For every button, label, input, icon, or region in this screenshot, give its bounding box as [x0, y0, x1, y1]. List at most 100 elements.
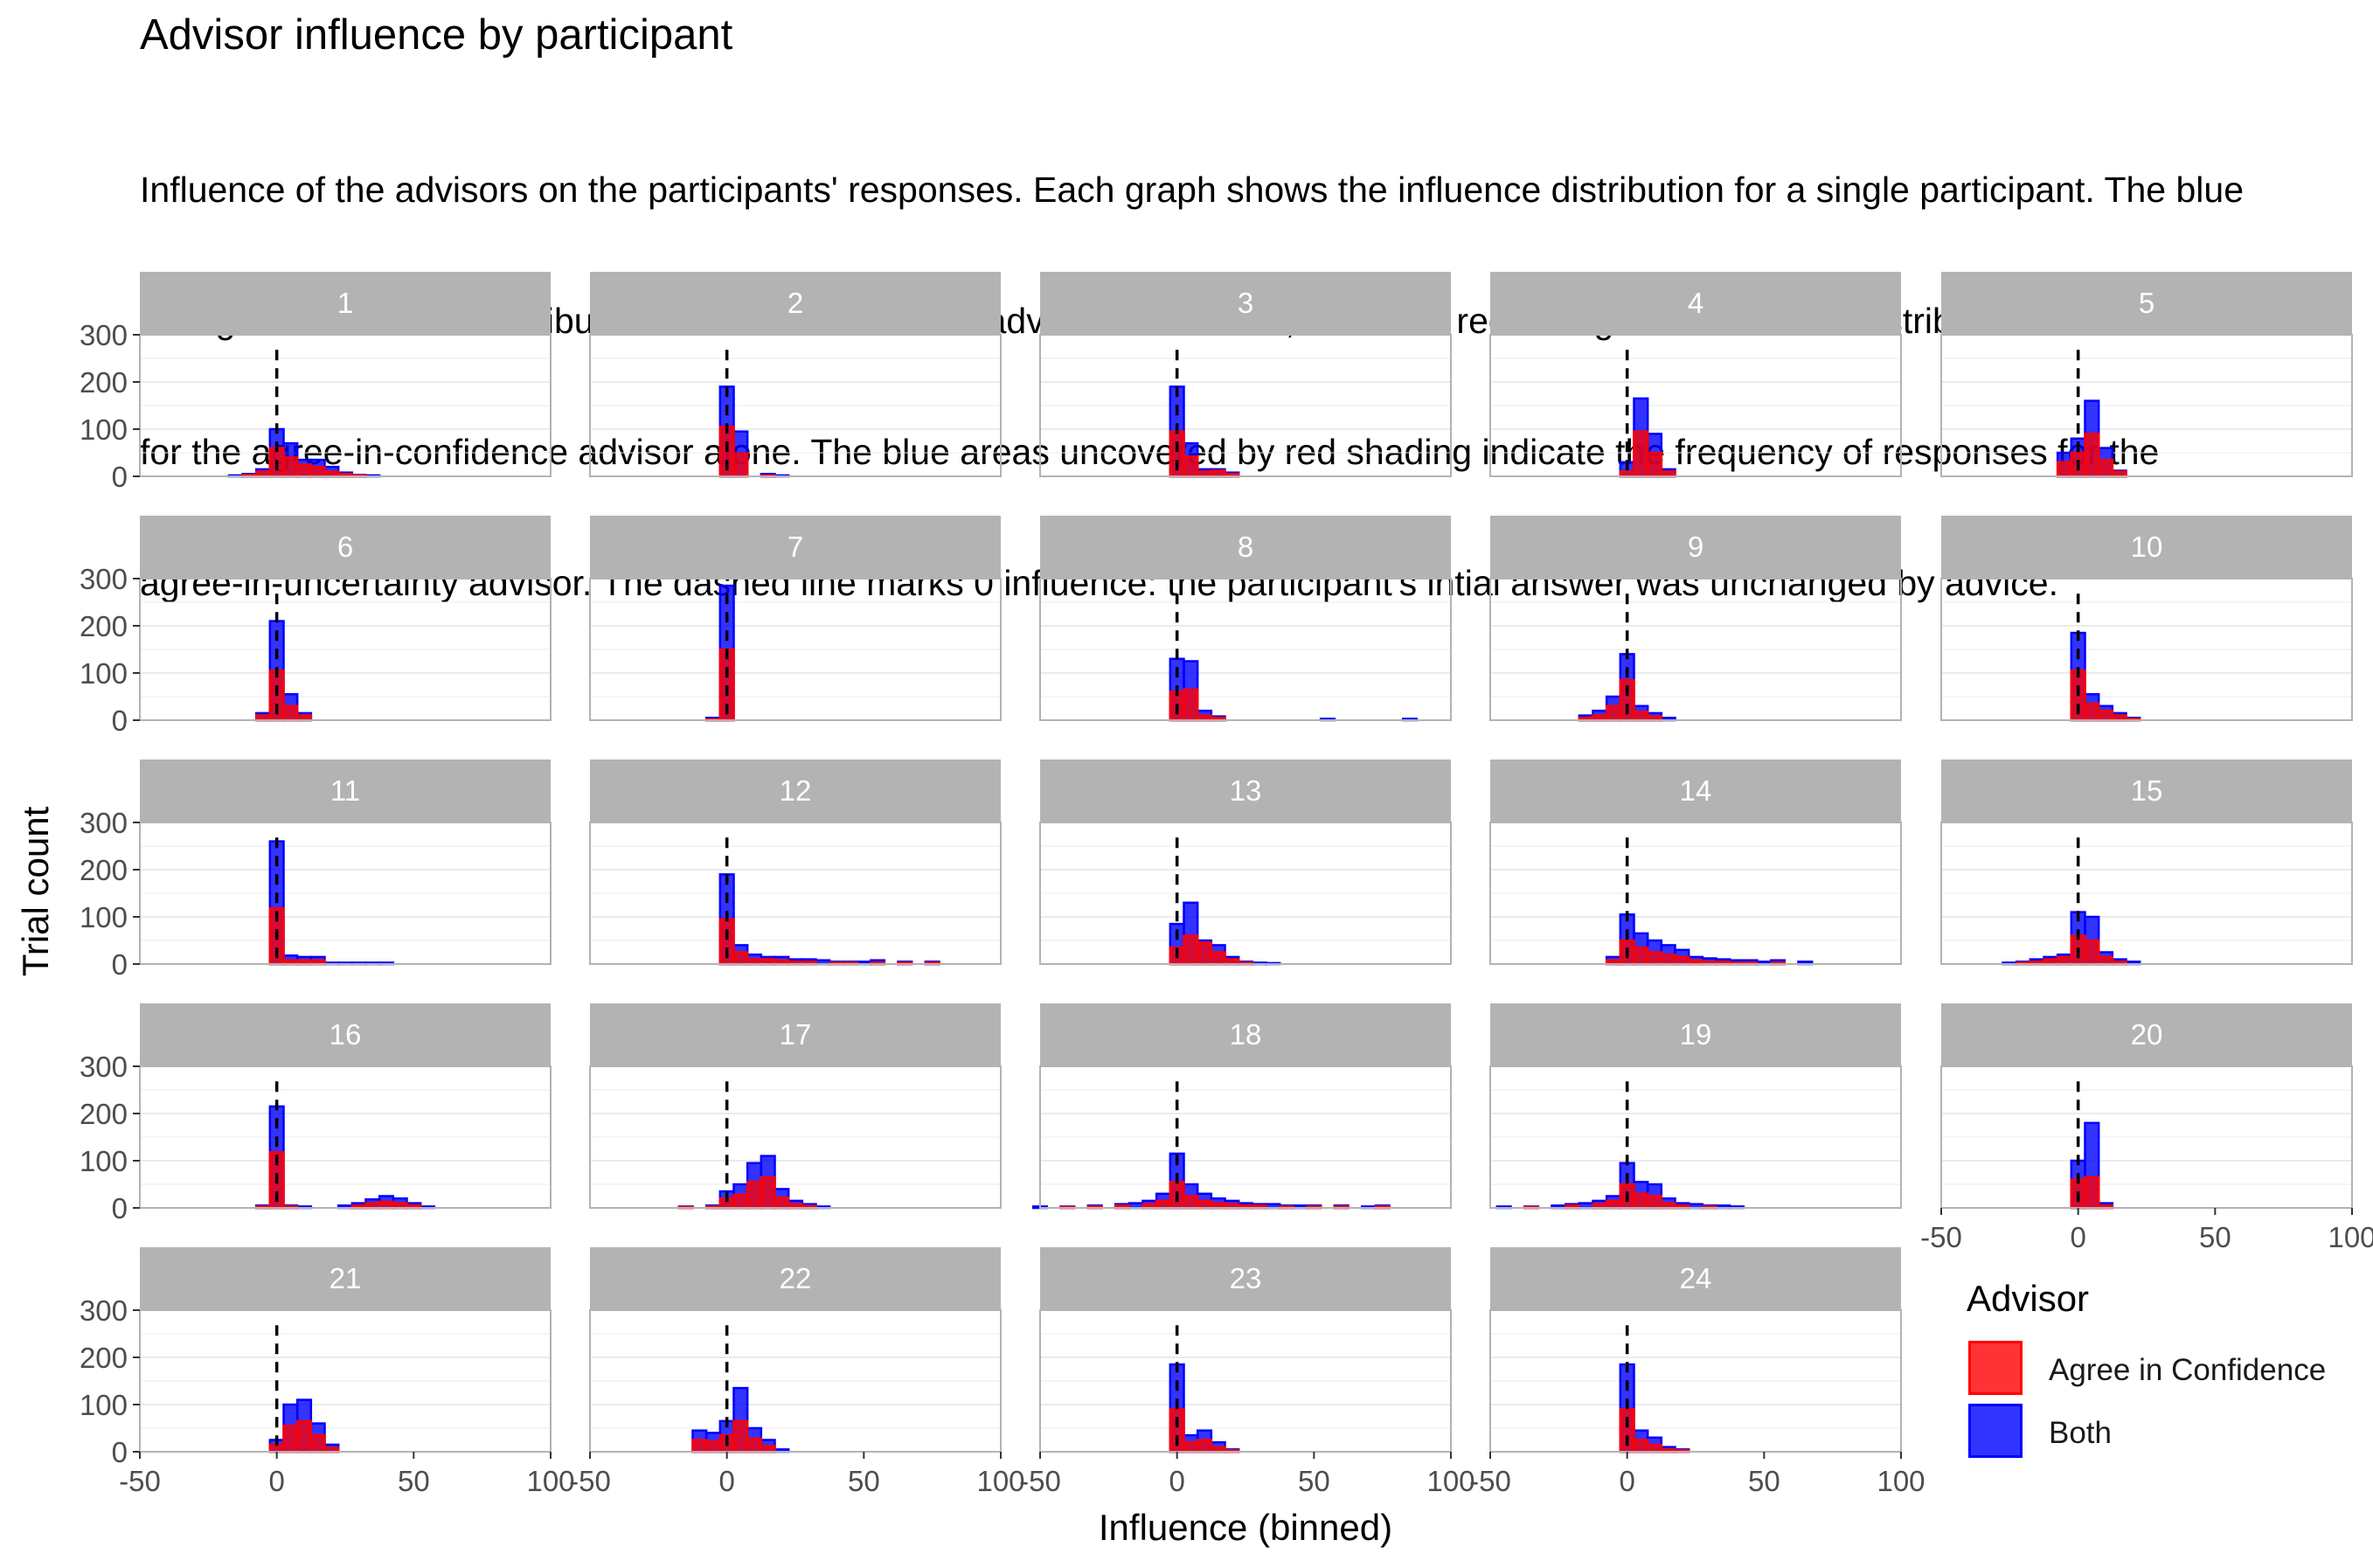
bar-agree-in-confidence	[1646, 951, 1663, 966]
facet-strip	[1941, 760, 2352, 822]
facet-panel-18: 18	[1031, 1003, 1452, 1210]
panel-border	[1039, 1309, 1452, 1453]
facet-panel-5: 5	[1940, 272, 2353, 478]
panel-border	[1940, 822, 2353, 965]
panel-border	[1489, 334, 1902, 477]
facet-panel-12: 12	[589, 760, 1002, 966]
panel-border	[1489, 1309, 1902, 1453]
facet-strip	[1040, 516, 1451, 579]
facet-strip	[140, 1003, 551, 1066]
legend-label-both: Both	[2049, 1416, 2112, 1450]
bar-agree-in-confidence	[282, 704, 299, 722]
subtitle-line: for the agree-in-confidence advisor alon…	[140, 432, 2160, 472]
facet-panel-9: 9	[1489, 516, 1902, 722]
panel-border	[1039, 1065, 1452, 1209]
facet-strip	[1040, 1003, 1451, 1066]
x-tick-label: 0	[1619, 1465, 1634, 1497]
y-tick-label: 100	[80, 1389, 128, 1421]
bar-agree-in-confidence	[2084, 1176, 2100, 1210]
bar-agree-in-confidence	[732, 951, 749, 966]
bar-agree-in-confidence	[1646, 1195, 1663, 1210]
facet-strip	[1490, 760, 1901, 822]
bar-agree-in-confidence	[1196, 941, 1213, 966]
bar-agree-in-confidence	[1183, 1440, 1199, 1454]
facet-strip-label: 18	[1230, 1018, 1262, 1051]
facet-strip	[590, 1247, 1001, 1310]
x-tick-label: -50	[1920, 1221, 1962, 1253]
x-axis-title: Influence (binned)	[1099, 1507, 1392, 1548]
bar-agree-in-confidence	[295, 463, 313, 478]
panel-border	[1039, 822, 1452, 965]
y-tick-label: 300	[80, 563, 128, 595]
bar-agree-in-confidence	[1633, 1192, 1649, 1210]
y-tick-label: 300	[80, 319, 128, 351]
facet-strip	[1040, 760, 1451, 822]
bar-agree-in-confidence	[691, 1439, 708, 1454]
facet-strip-label: 5	[2139, 287, 2154, 319]
bar-agree-in-confidence	[282, 1425, 299, 1454]
chart-title: Advisor influence by participant	[140, 11, 733, 59]
panel-border	[139, 1065, 552, 1209]
legend-key-both	[1968, 1404, 2023, 1458]
y-tick-label: 100	[80, 901, 128, 933]
bar-agree-in-confidence	[1210, 951, 1226, 966]
facet-strip	[140, 1247, 551, 1310]
bar-agree-in-confidence	[1633, 711, 1649, 722]
bar-agree-in-confidence	[1660, 953, 1676, 966]
y-tick-label: 300	[80, 807, 128, 839]
x-tick-label: -50	[119, 1465, 161, 1497]
facet-strip-label: 8	[1238, 531, 1253, 563]
panel-border	[139, 822, 552, 965]
facet-strip	[1490, 1003, 1901, 1066]
facet-panel-4: 4	[1489, 272, 1902, 478]
bar-agree-in-confidence	[2097, 458, 2114, 478]
y-tick-label: 200	[80, 1342, 128, 1374]
facet-strip	[1490, 1247, 1901, 1310]
x-tick-label: -50	[1469, 1465, 1511, 1497]
facet-strip-label: 2	[788, 287, 803, 319]
x-tick-label: -50	[569, 1465, 611, 1497]
panel-border	[139, 578, 552, 721]
bar-agree-in-confidence	[1183, 1195, 1199, 1210]
bar-agree-in-confidence	[746, 1437, 763, 1454]
bar-agree-in-confidence	[732, 1193, 749, 1210]
facet-strip	[140, 516, 551, 579]
y-tick-label: 100	[80, 657, 128, 690]
bar-agree-in-confidence	[746, 1181, 763, 1210]
x-tick-label: 0	[718, 1465, 734, 1497]
y-tick-label: 100	[80, 1145, 128, 1177]
facet-panel-22: 22 -50 0 50 100	[569, 1247, 1025, 1497]
facet-strip-label: 9	[1688, 531, 1703, 563]
facet-panel-24: 24 -50 0 50 100	[1469, 1247, 1925, 1497]
facet-strip-label: 13	[1230, 774, 1262, 807]
facet-strip-label: 3	[1238, 287, 1253, 319]
bar-agree-in-confidence	[2097, 955, 2114, 966]
facet-panel-13: 13	[1039, 760, 1452, 966]
facet-strip-label: 24	[1680, 1262, 1712, 1294]
bar-agree-in-confidence	[282, 456, 299, 478]
facet-strip	[590, 760, 1001, 822]
y-tick-label: 0	[112, 704, 128, 737]
bar-agree-in-confidence	[1183, 688, 1199, 722]
bar-agree-in-confidence	[309, 465, 326, 478]
facet-panel-2: 2	[589, 272, 1002, 478]
facet-strip-label: 19	[1680, 1018, 1712, 1051]
bar-agree-in-confidence	[1633, 430, 1649, 478]
facet-strip-label: 17	[780, 1018, 812, 1051]
facet-strip-label: 11	[330, 774, 360, 807]
panel-border	[139, 1309, 552, 1453]
y-tick-label: 0	[112, 948, 128, 981]
bar-agree-in-confidence	[2097, 709, 2114, 722]
facet-strip-label: 7	[788, 531, 803, 563]
y-tick-label: 0	[112, 1192, 128, 1225]
y-tick-label: 200	[80, 366, 128, 399]
x-tick-label: 50	[398, 1465, 430, 1497]
bar-agree-in-confidence	[774, 1196, 790, 1210]
panel-border	[139, 334, 552, 477]
facet-strip	[140, 760, 551, 822]
facet-panel-6: 6 0 100 200 300	[80, 516, 552, 737]
bar-agree-in-confidence	[295, 1419, 313, 1454]
bar-agree-in-confidence	[1605, 1199, 1622, 1210]
